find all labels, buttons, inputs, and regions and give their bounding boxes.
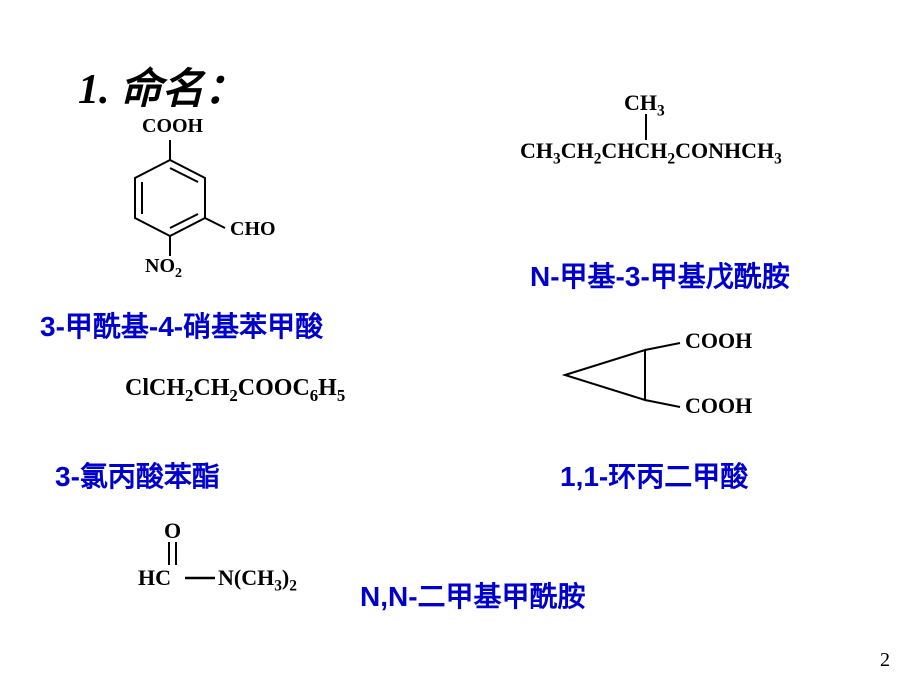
cho-label: CHO: [230, 218, 276, 241]
amide-name: N-甲基-3-甲基戊酰胺: [530, 255, 790, 295]
dmf-n: N(CH3)2: [218, 565, 297, 595]
dmf-name: N,N-二甲基甲酰胺: [360, 575, 586, 615]
no2-label: NO2: [145, 255, 182, 282]
ester-formula: ClCH2CH2COOC6H5: [125, 375, 345, 406]
ester-name: 3-氯丙酸苯酯: [55, 455, 220, 495]
cooh-label: COOH: [142, 115, 203, 138]
page-number: 2: [880, 649, 890, 672]
section-title: 1. 命名：: [78, 55, 246, 116]
benzoic-name: 3-甲酰基-4-硝基苯甲酸: [40, 305, 323, 345]
cooh2-label: COOH: [685, 393, 752, 419]
dmf-hc: HC: [138, 565, 171, 591]
cooh1-label: COOH: [685, 328, 752, 354]
amide-main: CH3CH2CHCH2CONHCH3: [520, 138, 782, 168]
cyclopropane-name: 1,1-环丙二甲酸: [560, 455, 748, 495]
